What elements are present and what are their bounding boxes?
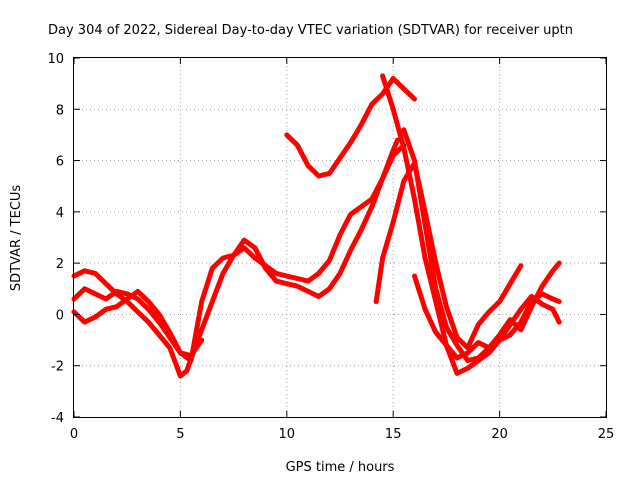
series-track-8 (412, 273, 562, 361)
series-group (71, 73, 562, 379)
x-tick-label: 20 (491, 427, 508, 442)
y-tick-label: 8 (56, 103, 64, 118)
series-track-5 (380, 73, 562, 376)
x-axis-label: GPS time / hours (286, 460, 395, 475)
series-track-7 (373, 160, 524, 351)
series-track-1 (71, 137, 400, 379)
x-tick-label: 0 (70, 427, 78, 442)
axis-ticks: 0 5 10 15 20 25 -4 -2 0 2 4 6 8 10 (47, 52, 614, 442)
series-track-4 (284, 76, 417, 179)
y-tick-label: 0 (56, 308, 64, 323)
y-tick-label: 4 (56, 206, 64, 221)
x-tick-label: 10 (279, 427, 296, 442)
y-tick-label: -4 (51, 411, 64, 426)
x-tick-label: 25 (598, 427, 615, 442)
chart-title: Day 304 of 2022, Sidereal Day-to-day VTE… (48, 23, 573, 38)
y-axis-label: SDTVAR / TECUs (9, 185, 24, 292)
series-track-3 (71, 288, 205, 358)
series-track-2 (71, 142, 407, 364)
y-tick-label: 10 (47, 52, 64, 67)
series-track-6 (401, 127, 562, 364)
plot-frame (73, 57, 607, 418)
x-tick-label: 5 (176, 427, 184, 442)
grid (74, 58, 606, 417)
y-tick-label: 2 (56, 257, 64, 272)
x-tick-label: 15 (385, 427, 402, 442)
y-tick-label: -2 (51, 360, 64, 375)
y-tick-label: 6 (56, 155, 64, 170)
